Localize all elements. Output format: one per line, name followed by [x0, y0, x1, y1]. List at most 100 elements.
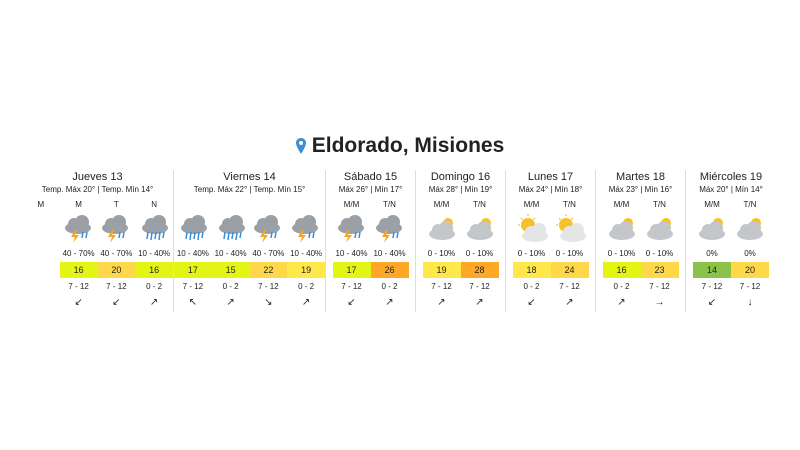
period: M: [22, 198, 60, 312]
period: T/N 0 - 10% 24 7 - 12 ↗: [550, 198, 589, 312]
day-column: Lunes 17 Máx 24° | Mín 18° M/M 0 - 10% 18 0 -…: [506, 170, 596, 312]
day-name: Miércoles 19: [699, 171, 763, 183]
precip: 0 - 10%: [607, 249, 636, 258]
wind-direction: ↙: [112, 297, 121, 308]
day-column: Miércoles 19 Máx 20° | Mín 14° M/M 0% 14 7 - …: [686, 170, 776, 312]
temperature: 24: [550, 262, 589, 278]
period-label-space: [287, 198, 325, 212]
wind: 7 - 12: [469, 282, 490, 291]
wind-direction: →: [654, 297, 665, 308]
period: M/M 0% 14 7 - 12 ↙: [693, 198, 731, 312]
wind-direction: ↗: [437, 297, 446, 308]
temperature: 15: [211, 262, 250, 278]
title-text: Eldorado, Misiones: [311, 134, 505, 157]
weather-icon: [551, 212, 589, 248]
periods: M M 40 - 70% 16 7 - 12 ↙ T 40 - 70% 20 7 - 12 ↙ N 10…: [22, 198, 173, 312]
periods: M/M 10 - 40% 17 7 - 12 ↙ T/N 10 - 40% 26 0 - 2 ↗: [326, 198, 415, 312]
precip: 10 - 40%: [138, 249, 171, 258]
icon-cloud-sun: [737, 218, 763, 240]
precip: 40 - 70%: [100, 249, 133, 258]
temperature: 26: [370, 262, 409, 278]
day-column: Martes 18 Máx 23° | Mín 16° M/M 0 - 10% 16 0 …: [596, 170, 686, 312]
wind: 0 - 2: [298, 282, 315, 291]
day-name: Martes 18: [616, 171, 665, 183]
wind-direction: ↗: [475, 297, 484, 308]
weather-icon: [250, 212, 288, 248]
periods: M/M 0 - 10% 18 0 - 2 ↙ T/N 0 - 10% 24 7 - 12 ↗: [506, 198, 595, 312]
period-label: M/M: [704, 200, 720, 209]
wind-direction: ↗: [149, 297, 159, 308]
temperature: 22: [249, 262, 288, 278]
wind-direction: ↗: [301, 297, 311, 308]
weather-icon: [60, 212, 98, 248]
weather-icon: [461, 212, 499, 248]
wind-direction: ↓: [747, 297, 753, 308]
period-label-space: [174, 198, 212, 212]
precip: 0%: [706, 249, 718, 258]
icon-storm: [254, 215, 281, 243]
precip: 0 - 10%: [427, 249, 456, 258]
wind: 0 - 2: [222, 282, 239, 291]
temperature: 17: [174, 262, 212, 278]
period: 40 - 70% 22 7 - 12 ↘: [249, 198, 288, 312]
period: T 40 - 70% 20 7 - 12 ↙: [97, 198, 136, 312]
day-summary: Temp. Máx 20° | Temp. Mín 14°: [41, 185, 154, 194]
wind-direction: ↘: [264, 297, 273, 308]
period: T/N 0 - 10% 23 7 - 12 →: [640, 198, 679, 312]
day-column: Sábado 15 Máx 26° | Mín 17° M/M 10 - 40% 17 7…: [326, 170, 416, 312]
day-name: Jueves 13: [72, 171, 123, 183]
precip: 10 - 40%: [214, 249, 247, 258]
precip: 0 - 10%: [465, 249, 494, 258]
temperature: 19: [422, 262, 461, 278]
period-label: M/M: [433, 200, 450, 209]
period-label: T/N: [563, 200, 576, 209]
period-label: M/M: [523, 200, 540, 209]
icon-storm: [337, 215, 364, 243]
weather-icon: [731, 212, 769, 248]
wind-direction: ↗: [226, 297, 235, 308]
temperature: 16: [602, 262, 641, 278]
weather-icon: [174, 212, 212, 248]
precip: 40 - 70%: [252, 249, 285, 258]
period-label: T/N: [473, 200, 486, 209]
temperature: 23: [640, 262, 679, 278]
day-name: Domingo 16: [430, 171, 491, 183]
wind: 7 - 12: [701, 282, 723, 291]
wind: 0 - 2: [613, 282, 630, 291]
icon-rain: [142, 215, 169, 241]
icon-cloud-sun: [646, 218, 673, 240]
wind: 7 - 12: [431, 282, 452, 291]
period: M/M 0 - 10% 19 7 - 12 ↗: [422, 198, 461, 312]
precip: 10 - 40%: [176, 249, 209, 258]
precip: 0%: [744, 249, 756, 258]
precip: 0 - 10%: [555, 249, 584, 258]
period: M/M 10 - 40% 17 7 - 12 ↙: [332, 198, 371, 312]
wind: 7 - 12: [106, 282, 127, 291]
day-column: Jueves 13 Temp. Máx 20° | Temp. Mín 14° M M…: [22, 170, 174, 312]
wind: 7 - 12: [649, 282, 670, 291]
icon-storm: [292, 215, 319, 243]
weather-icon: [641, 212, 679, 248]
temperature: 20: [97, 262, 136, 278]
weather-icon: [333, 212, 371, 248]
icon-sun-cloud: [555, 214, 586, 242]
day-summary: Máx 24° | Mín 18°: [518, 185, 583, 194]
periods: M/M 0 - 10% 16 0 - 2 ↗ T/N 0 - 10% 23 7 - 12 →: [596, 198, 685, 312]
weather-icon: [98, 212, 136, 248]
period: 10 - 40% 15 0 - 2 ↗: [211, 198, 250, 312]
period: M/M 0 - 10% 18 0 - 2 ↙: [512, 198, 551, 312]
wind: 7 - 12: [559, 282, 580, 291]
day-name: Sábado 15: [343, 171, 398, 183]
precip: 10 - 40%: [290, 249, 323, 258]
location-title: Eldorado, Misiones: [0, 134, 800, 158]
icon-cloud-sun: [428, 218, 455, 240]
day-summary: Máx 20° | Mín 14°: [699, 185, 763, 194]
wind: 7 - 12: [258, 282, 279, 291]
period-label: M/M: [613, 200, 630, 209]
icon-storm: [102, 215, 129, 243]
icon-sun-cloud: [517, 214, 548, 242]
temperature: 19: [287, 262, 325, 278]
weather-icon: [371, 212, 409, 248]
wind: 7 - 12: [182, 282, 204, 291]
period: 10 - 40% 17 7 - 12 ↖: [174, 198, 212, 312]
